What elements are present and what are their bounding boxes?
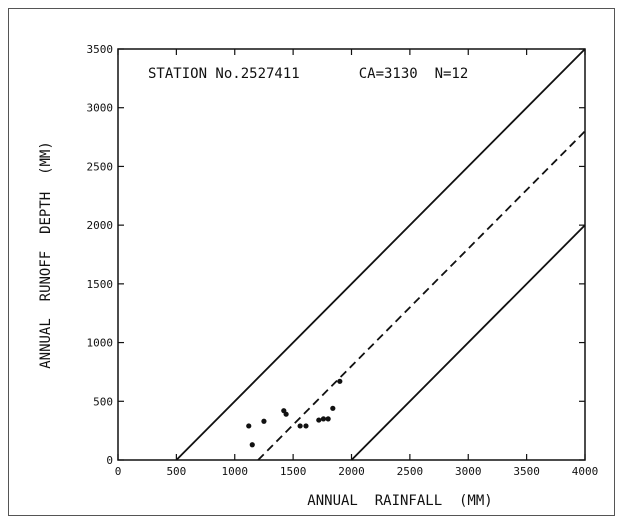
data-point xyxy=(297,423,303,429)
y-tick-label: 2000 xyxy=(87,219,114,232)
y-tick-label: 0 xyxy=(106,454,113,467)
data-point xyxy=(325,416,331,422)
figure-frame xyxy=(8,8,615,516)
reference-lines xyxy=(175,48,586,461)
data-point xyxy=(261,418,267,424)
y-tick-label: 3500 xyxy=(87,43,114,56)
data-point xyxy=(316,417,322,423)
x-tick-label: 2000 xyxy=(338,465,365,478)
x-tick-label: 3500 xyxy=(513,465,540,478)
x-tick-label: 3000 xyxy=(455,465,482,478)
x-tick-label: 1000 xyxy=(222,465,249,478)
data-point xyxy=(320,416,327,422)
dashed-reference-line xyxy=(257,130,586,461)
data-point xyxy=(249,442,255,448)
x-tick-label: 4000 xyxy=(572,465,599,478)
station-annotation: STATION No.2527411 CA=3130 N=12 xyxy=(148,66,468,82)
x-axis-label: ANNUAL RAINFALL (MM) xyxy=(307,493,492,509)
axis-layer: 0 500 1000 1500 2000 2500 3000 3500 4000 0 500 1000… xyxy=(87,43,599,478)
y-tick-label: 2500 xyxy=(87,160,114,173)
y-tick-label: 3000 xyxy=(87,102,114,115)
plot-area-border xyxy=(117,48,586,461)
x-tick-label: 1500 xyxy=(280,465,307,478)
data-point xyxy=(337,378,343,384)
x-tick-label: 0 xyxy=(115,465,122,478)
y-tick-label: 1000 xyxy=(87,337,114,350)
y-tick-label: 500 xyxy=(93,395,113,408)
solid-reference-line xyxy=(350,224,586,461)
data-point xyxy=(283,411,289,417)
data-point xyxy=(303,423,309,429)
data-point xyxy=(330,405,336,411)
x-tick-label: 500 xyxy=(166,465,186,478)
data-points xyxy=(246,378,343,448)
y-axis-label: ANNUAL RUNOFF DEPTH (MM) xyxy=(38,141,54,369)
data-point xyxy=(246,423,252,429)
solid-reference-line xyxy=(175,48,586,461)
x-tick-label: 2500 xyxy=(397,465,424,478)
y-tick-label: 1500 xyxy=(87,278,114,291)
